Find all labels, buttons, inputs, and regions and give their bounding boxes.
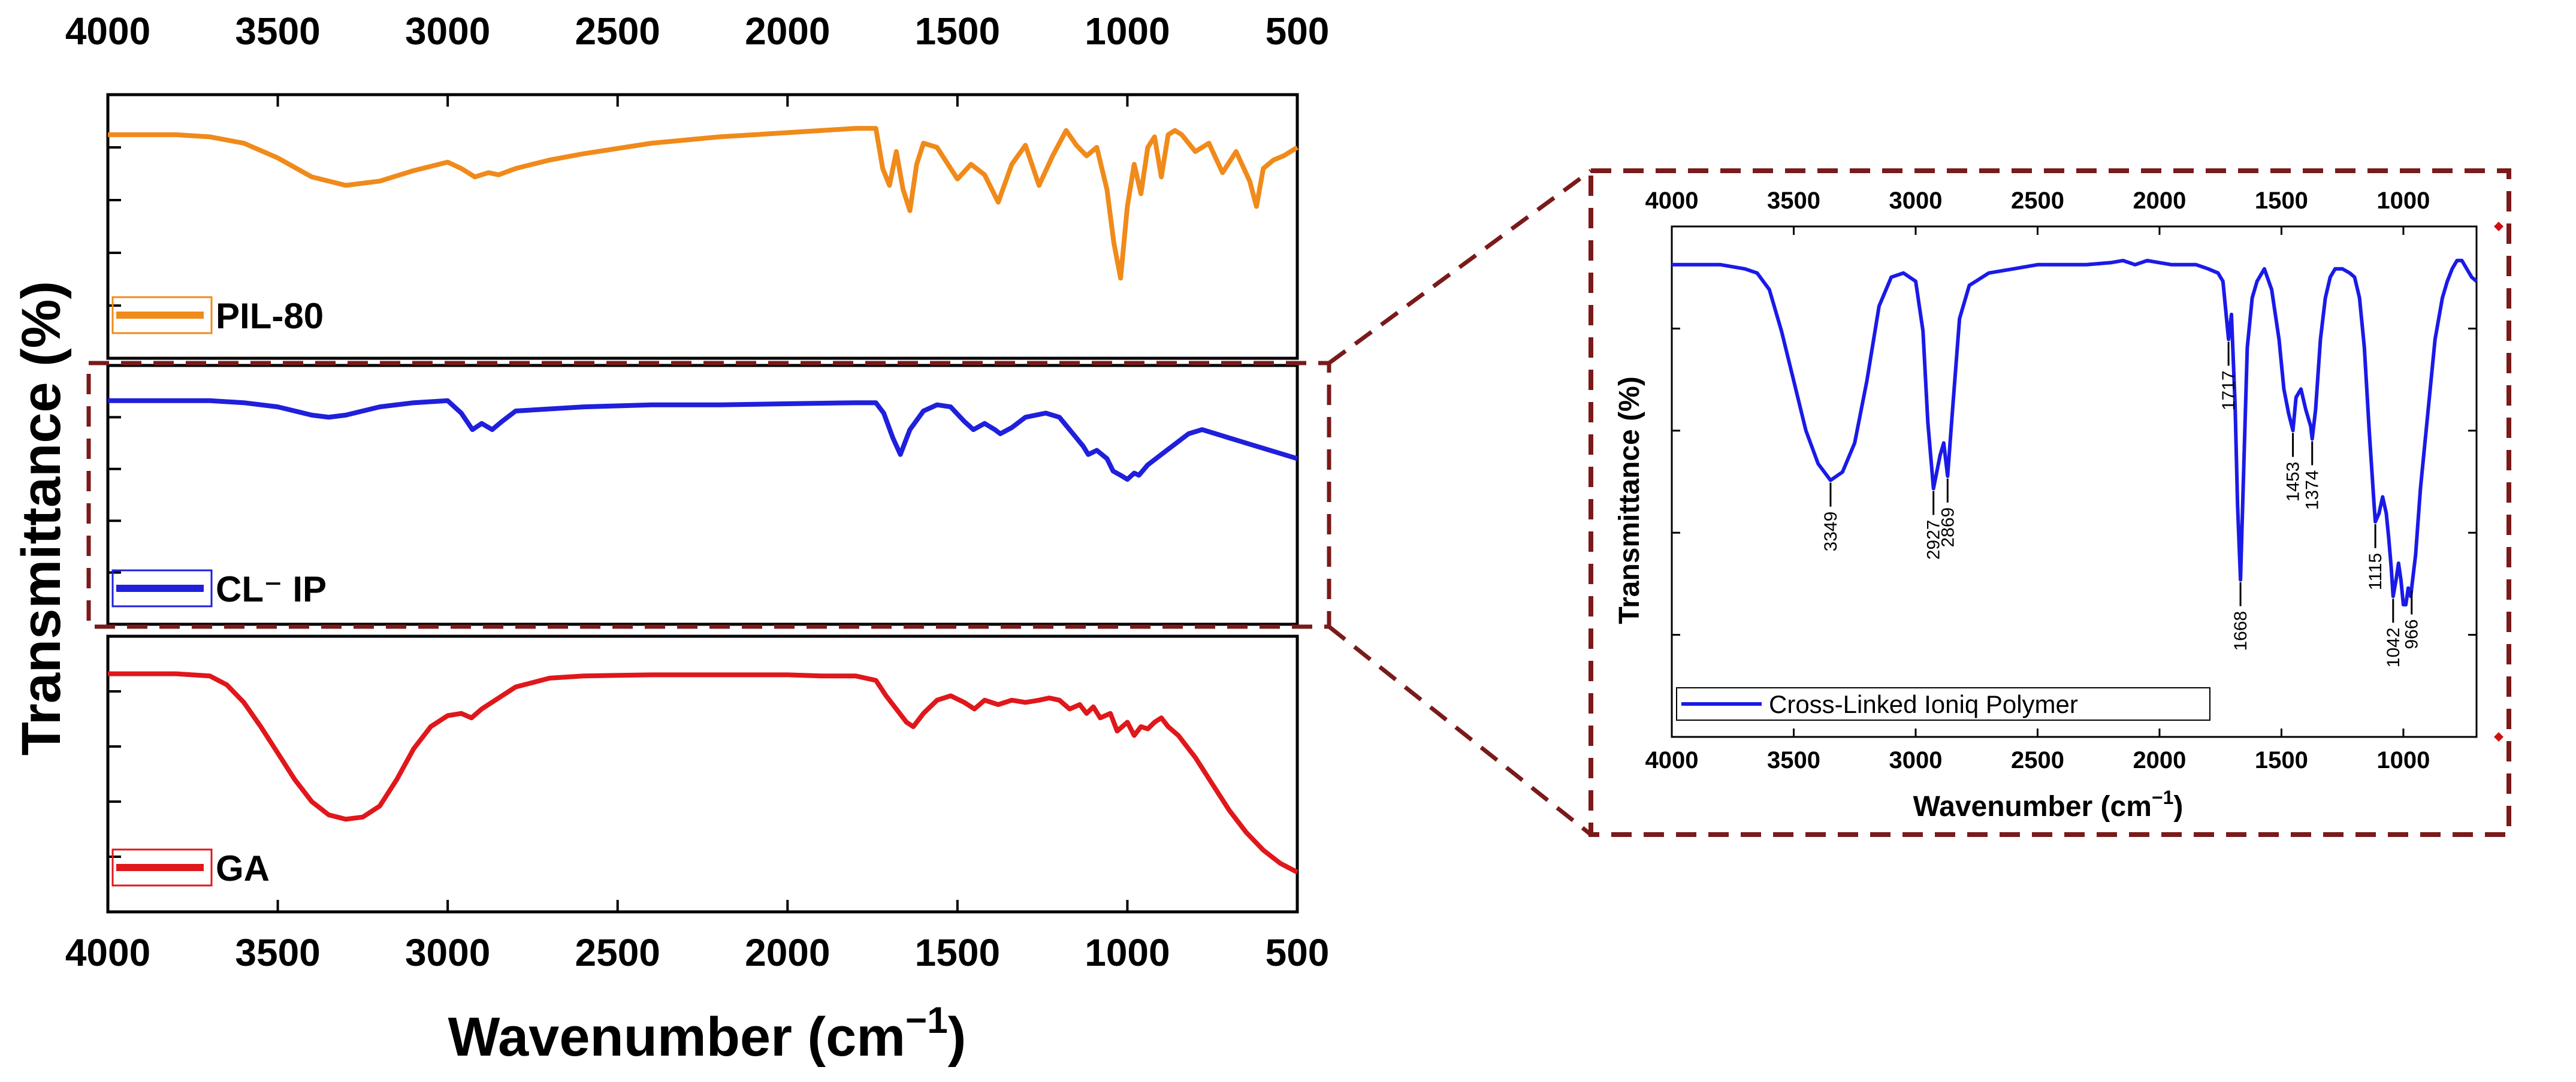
panel-frame-pil80 [106, 93, 1299, 360]
legend-ga: GA [111, 848, 270, 888]
main-top-tick-label: 1500 [915, 10, 1000, 53]
inset-top-tick-label: 4000 [1645, 188, 1699, 214]
legend-pil80: PIL-80 [111, 296, 324, 336]
peak-label-2869: 2869 [1938, 507, 1958, 548]
panel-ga: GA [106, 634, 1299, 914]
peak-label-1668: 1668 [2231, 611, 2251, 651]
connector-top [1327, 169, 1593, 365]
inset-chart: 4000 3500 3000 2500 2000 1500 1000 4000 3500 300… [1589, 168, 2511, 837]
inset-bottom-tick-label: 1500 [2255, 747, 2308, 773]
inset-legend: Cross-Linked Ioniq Polymer [1676, 687, 2210, 721]
inset-top-tick-label: 3500 [1767, 188, 1820, 214]
inset-bottom-tick-label: 2500 [2011, 747, 2064, 773]
main-bottom-tick-label: 500 [1266, 931, 1330, 974]
main-top-tick-label: 2500 [575, 10, 660, 53]
main-bottom-tick-label: 3500 [235, 931, 320, 974]
panel-pil80: PIL-80 [106, 93, 1299, 360]
peak-label-1453: 1453 [2284, 462, 2303, 502]
connector-bottom [1327, 625, 1593, 836]
main-stacked-chart: 4000 3500 3000 2500 2000 1500 1000 500 4000 3500… [11, 10, 1329, 1068]
legend-box-clip [111, 569, 213, 608]
main-bottom-tick-label: 2000 [745, 931, 830, 974]
peak-label-3349: 3349 [1821, 512, 1841, 552]
inset-dashed-frame [1589, 168, 2511, 837]
inset-bottom-tick-label: 3000 [1889, 747, 1942, 773]
peak-label-966: 966 [2402, 619, 2422, 649]
legend-label-pil80: PIL-80 [216, 296, 324, 336]
inset-top-tick-label: 2500 [2011, 188, 2064, 214]
peak-label-1717: 1717 [2219, 370, 2239, 410]
legend-clip: CL⁻ IP [111, 569, 327, 609]
inset-top-tick-label: 3000 [1889, 188, 1942, 214]
main-top-tick-label: 3500 [235, 10, 320, 53]
main-bottom-tick-label: 1000 [1085, 931, 1170, 974]
inset-series-line [1672, 258, 2478, 607]
inset-top-tick-label: 2000 [2133, 188, 2186, 214]
series-line-ga [108, 671, 1298, 875]
inset-bottom-tick-labels: 4000 3500 3000 2500 2000 1500 1000 [1645, 729, 2430, 773]
main-bottom-tick-labels: 4000 3500 3000 2500 2000 1500 1000 500 [65, 900, 1330, 974]
main-x-axis-title: Wavenumber (cm−1) [448, 1000, 967, 1068]
main-top-tick-label: 3000 [405, 10, 490, 53]
peak-label-1374: 1374 [2303, 470, 2323, 510]
main-top-tick-label: 2000 [745, 10, 830, 53]
peak-label-1042: 1042 [2384, 627, 2403, 667]
inset-plot-frame [1671, 225, 2478, 738]
edge-marker [2494, 732, 2503, 742]
legend-label-clip: CL⁻ IP [216, 569, 327, 609]
main-y-axis-title: Transmittance (%) [11, 281, 72, 755]
inset-y-axis-title: Transmittance (%) [1614, 376, 1645, 624]
highlight-dashed-box [86, 361, 1331, 629]
legend-box-pil80 [111, 296, 213, 334]
main-top-tick-label: 500 [1266, 10, 1330, 53]
inset-bottom-tick-label: 4000 [1645, 747, 1699, 773]
edge-marker [2494, 222, 2503, 231]
inset-top-tick-label: 1000 [2376, 188, 2430, 214]
zoom-connectors [86, 169, 1593, 836]
panel-frame-clip [106, 364, 1299, 626]
legend-label-ga: GA [216, 848, 270, 888]
main-bottom-tick-label: 2500 [575, 931, 660, 974]
series-line-clip [108, 398, 1298, 482]
inset-bottom-tick-label: 3500 [1767, 747, 1820, 773]
series-line-pil80 [108, 126, 1299, 281]
inset-bottom-tick-label: 1000 [2376, 747, 2430, 773]
main-top-tick-label: 1000 [1085, 10, 1170, 53]
inset-bottom-tick-label: 2000 [2133, 747, 2186, 773]
inset-top-tick-labels: 4000 3500 3000 2500 2000 1500 1000 [1645, 188, 2430, 235]
inset-x-axis-title: Wavenumber (cm−1) [1913, 787, 2184, 823]
main-bottom-tick-label: 3000 [405, 931, 490, 974]
main-bottom-tick-label: 1500 [915, 931, 1000, 974]
inset-legend-box [1676, 687, 2210, 721]
inset-top-tick-label: 1500 [2255, 188, 2308, 214]
main-panels: PIL-80 CL⁻ IP GA [106, 93, 1299, 914]
legend-box-ga [111, 848, 213, 887]
panel-frame-ga [106, 634, 1299, 914]
peak-label-2927: 2927 [1924, 520, 1944, 560]
inset-legend-label: Cross-Linked Ioniq Polymer [1769, 690, 2078, 718]
panel-clip: CL⁻ IP [106, 364, 1299, 626]
peak-label-1115: 1115 [2366, 553, 2385, 590]
main-bottom-tick-label: 4000 [65, 931, 150, 974]
main-top-tick-label: 4000 [65, 10, 150, 53]
main-top-tick-labels: 4000 3500 3000 2500 2000 1500 1000 500 [65, 10, 1330, 107]
